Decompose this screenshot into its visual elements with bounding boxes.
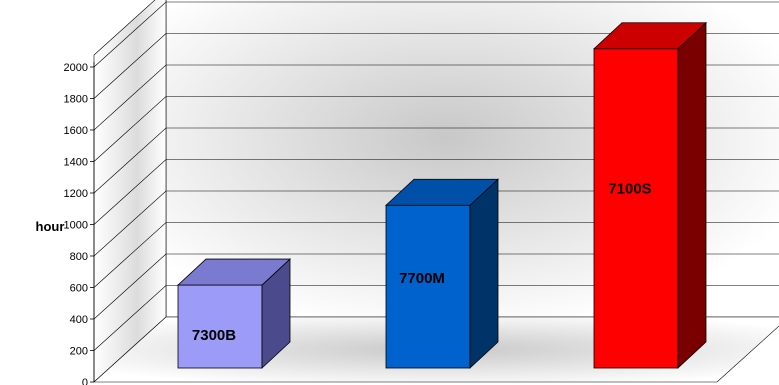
bar-7100s: 7100S — [592, 21, 708, 369]
gridline — [93, 1, 779, 68]
gridline — [93, 190, 779, 257]
gridline — [93, 33, 779, 99]
gridline — [93, 96, 779, 162]
gridline — [93, 64, 779, 131]
gridline — [93, 159, 779, 225]
bar-side — [677, 21, 707, 369]
bar-top — [592, 22, 708, 50]
y-tick-label: 1400 — [64, 157, 88, 169]
bar-front — [593, 48, 679, 369]
y-tick-label: 800 — [70, 251, 88, 263]
bar-7300b: 7300B — [176, 258, 292, 369]
gridline — [93, 285, 779, 351]
y-tick-label: 2000 — [64, 62, 88, 74]
gridline — [93, 127, 779, 194]
gridline — [93, 222, 779, 288]
y-tick-label: 1600 — [64, 125, 88, 137]
bar-label: 7700M — [399, 270, 445, 287]
bar-front — [177, 284, 263, 369]
bar-side — [469, 178, 499, 369]
y-tick-label: 1800 — [64, 94, 88, 106]
y-tick-label: 1200 — [64, 188, 88, 200]
bar-front — [385, 204, 471, 369]
y-axis: 0 200 400 600 800 1000 1200 1400 1600 1800 2000 — [64, 62, 95, 385]
bar-label: 7300B — [192, 327, 236, 344]
bar-top — [384, 178, 500, 206]
y-axis-label: hour — [36, 219, 65, 234]
bar-label: 7100S — [608, 181, 651, 198]
y-tick-label: 400 — [70, 314, 88, 326]
y-tick-label: 1000 — [64, 220, 88, 232]
y-tick-label: 600 — [70, 283, 88, 295]
gridline — [93, 253, 779, 320]
bar-top — [176, 258, 292, 286]
gridlines — [93, 1, 779, 351]
y-tick-label: 200 — [70, 346, 88, 358]
bars: 7300B 7700M 7100S — [176, 21, 708, 369]
y-tick-label: 0 — [82, 377, 88, 385]
bar-7700m: 7700M — [384, 178, 500, 369]
